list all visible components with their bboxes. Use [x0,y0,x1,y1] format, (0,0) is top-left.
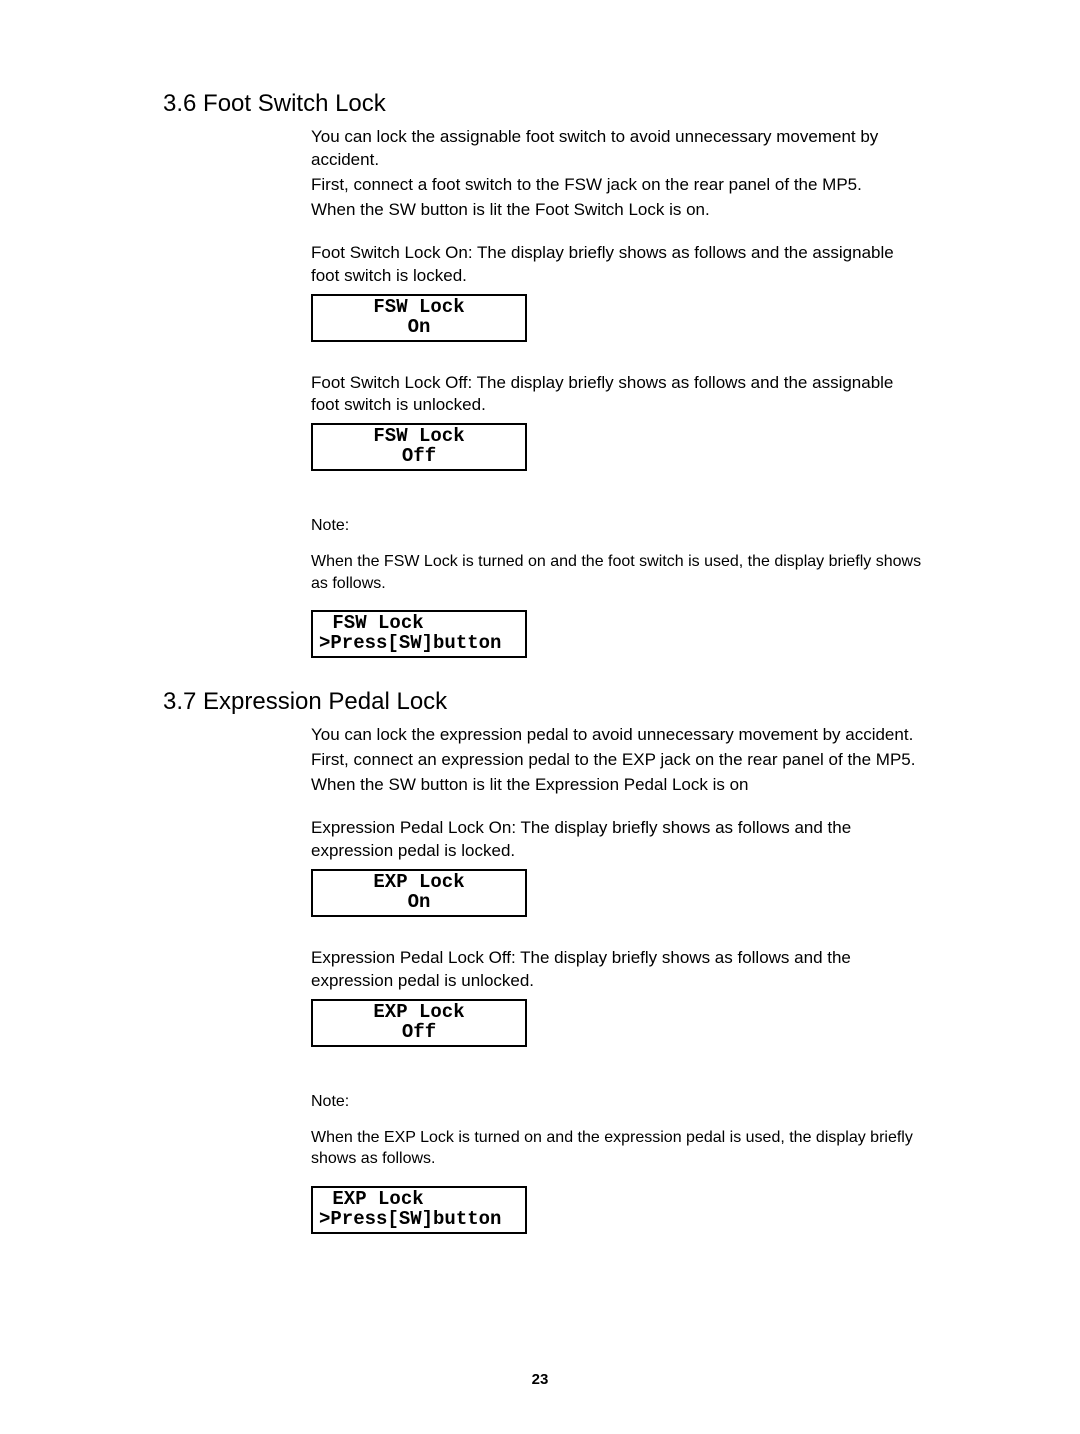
lcd-fsw-press-line1: FSW Lock [319,614,519,634]
s36-p4: Foot Switch Lock On: The display briefly… [311,242,925,288]
s37-note-body: When the EXP Lock is turned on and the e… [311,1127,925,1170]
lcd-fsw-press: FSW Lock >Press[SW]button [311,610,527,658]
lcd-exp-press-line1: EXP Lock [319,1190,519,1210]
s36-p5: Foot Switch Lock Off: The display briefl… [311,372,925,418]
s37-p4: Expression Pedal Lock On: The display br… [311,817,925,863]
s37-p1: You can lock the expression pedal to avo… [311,724,925,747]
lcd-exp-press-line2: >Press[SW]button [319,1210,519,1230]
lcd-fsw-off-line1: FSW Lock [319,427,519,447]
s37-note-label: Note: [311,1093,925,1111]
lcd-exp-press: EXP Lock >Press[SW]button [311,1186,527,1234]
s37-p3: When the SW button is lit the Expression… [311,774,925,797]
section-3-7-content: You can lock the expression pedal to avo… [311,724,925,1233]
s36-note-body: When the FSW Lock is turned on and the f… [311,551,925,594]
lcd-exp-on: EXP Lock On [311,869,527,917]
lcd-exp-off-line2: Off [319,1023,519,1043]
section-3-6-heading: 3.6 Foot Switch Lock [163,90,925,118]
s36-p2: First, connect a foot switch to the FSW … [311,174,925,197]
manual-page: 3.6 Foot Switch Lock You can lock the as… [0,0,1080,1434]
lcd-fsw-off-line2: Off [319,447,519,467]
s36-note-label: Note: [311,517,925,535]
lcd-fsw-off: FSW Lock Off [311,423,527,471]
s37-p5: Expression Pedal Lock Off: The display b… [311,947,925,993]
lcd-exp-off: EXP Lock Off [311,999,527,1047]
s36-p3: When the SW button is lit the Foot Switc… [311,199,925,222]
lcd-fsw-press-line2: >Press[SW]button [319,634,519,654]
section-3-6-content: You can lock the assignable foot switch … [311,126,925,658]
s37-p2: First, connect an expression pedal to th… [311,749,925,772]
section-3-7-heading: 3.7 Expression Pedal Lock [163,688,925,716]
page-number: 23 [0,1371,1080,1388]
lcd-exp-on-line1: EXP Lock [319,873,519,893]
lcd-fsw-on-line1: FSW Lock [319,298,519,318]
s36-p1: You can lock the assignable foot switch … [311,126,925,172]
lcd-fsw-on-line2: On [319,318,519,338]
lcd-exp-on-line2: On [319,893,519,913]
lcd-exp-off-line1: EXP Lock [319,1003,519,1023]
lcd-fsw-on: FSW Lock On [311,294,527,342]
